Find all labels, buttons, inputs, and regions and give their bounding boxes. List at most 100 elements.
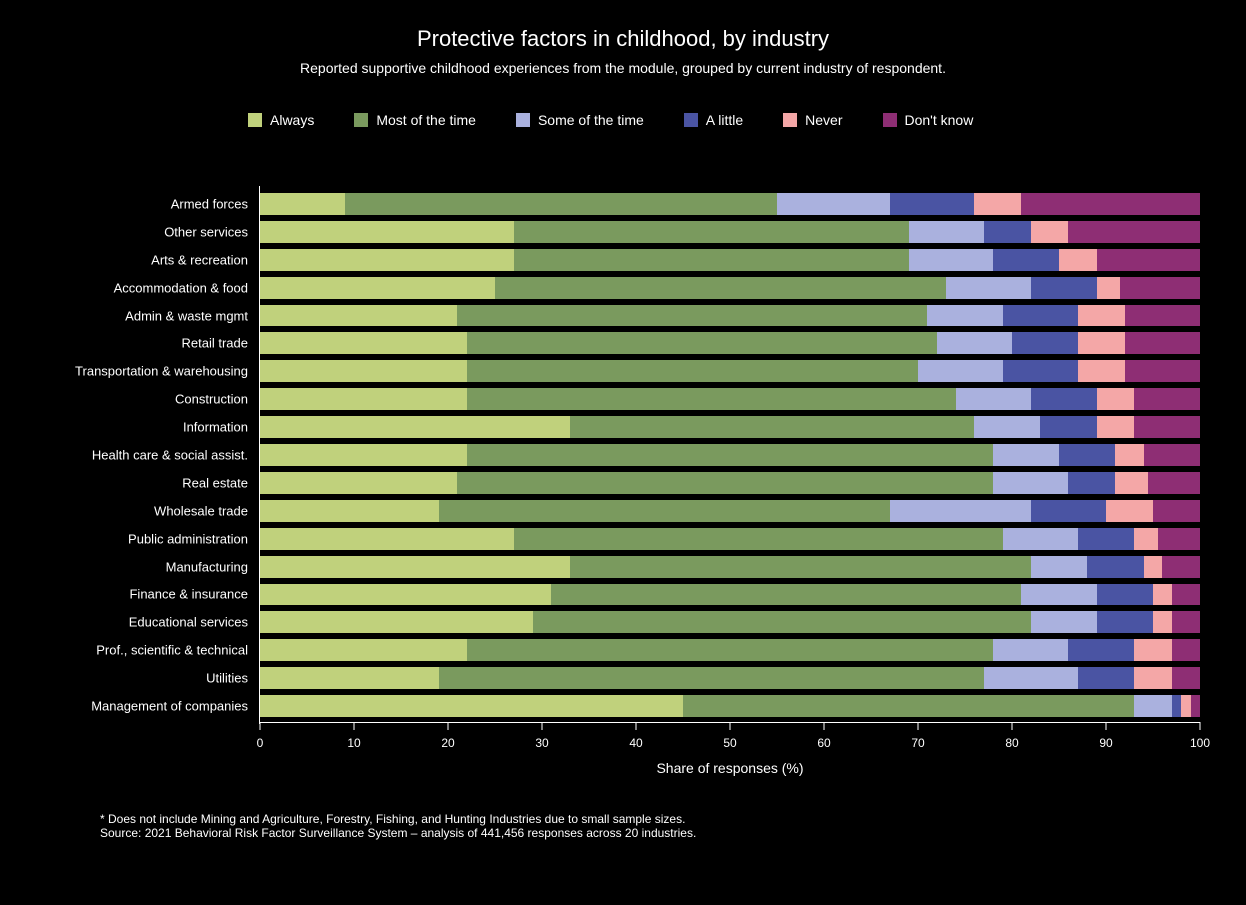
bar-segment: [260, 584, 551, 606]
x-tick-mark: [542, 722, 543, 730]
legend-label: A little: [706, 112, 743, 128]
y-tick-label: Finance & insurance: [129, 587, 260, 602]
bar-segment: [1068, 472, 1115, 494]
bar-segment: [260, 388, 467, 410]
bar-segment: [260, 639, 467, 661]
bar-segment: [260, 556, 570, 578]
bar-segment: [1172, 667, 1200, 689]
chart-container: Protective factors in childhood, by indu…: [0, 0, 1246, 905]
x-tick-mark: [636, 722, 637, 730]
legend-label: Don't know: [905, 112, 974, 128]
bar-segment: [890, 500, 1031, 522]
legend-item: Never: [783, 112, 842, 128]
bar-segment: [260, 221, 514, 243]
bar-segment: [467, 639, 993, 661]
bar-row: Public administration: [260, 528, 1200, 550]
bar-segment: [1097, 388, 1135, 410]
chart-footnote: * Does not include Mining and Agricultur…: [100, 812, 696, 840]
x-tick-label: 90: [1099, 736, 1112, 750]
bar-segment: [1134, 667, 1172, 689]
bar-segment: [1021, 193, 1200, 215]
bar-segment: [1153, 584, 1172, 606]
y-tick-label: Information: [183, 420, 260, 435]
bar-segment: [993, 444, 1059, 466]
y-tick-label: Public administration: [128, 531, 260, 546]
bar-row: Arts & recreation: [260, 249, 1200, 271]
bar-segment: [260, 500, 439, 522]
legend-label: Some of the time: [538, 112, 644, 128]
bar-segment: [1003, 305, 1078, 327]
bar-segment: [1153, 611, 1172, 633]
bar-segment: [1087, 556, 1143, 578]
bar-segment: [1031, 388, 1097, 410]
bar-segment: [777, 193, 890, 215]
y-tick-label: Retail trade: [182, 336, 260, 351]
bar-segment: [260, 249, 514, 271]
bar-segment: [1003, 528, 1078, 550]
bar-segment: [260, 332, 467, 354]
bar-segment: [1097, 277, 1121, 299]
bar-segment: [993, 472, 1068, 494]
x-tick-label: 60: [817, 736, 830, 750]
x-tick-label: 10: [347, 736, 360, 750]
bar-segment: [260, 305, 457, 327]
bar-segment: [1181, 695, 1190, 717]
bar-row: Educational services: [260, 611, 1200, 633]
bar-segment: [1144, 556, 1163, 578]
bar-segment: [467, 388, 956, 410]
bar-segment: [1162, 556, 1200, 578]
x-tick-mark: [824, 722, 825, 730]
bar-segment: [260, 277, 495, 299]
y-tick-label: Admin & waste mgmt: [125, 308, 260, 323]
x-tick-label: 100: [1190, 736, 1210, 750]
bar-row: Utilities: [260, 667, 1200, 689]
x-tick-label: 70: [911, 736, 924, 750]
x-tick-label: 20: [441, 736, 454, 750]
bar-segment: [495, 277, 946, 299]
x-tick-mark: [260, 722, 261, 730]
bar-segment: [514, 221, 909, 243]
x-tick-label: 40: [629, 736, 642, 750]
bar-segment: [1097, 416, 1135, 438]
bar-segment: [1120, 277, 1200, 299]
bar-segment: [1021, 584, 1096, 606]
bar-segment: [1125, 332, 1200, 354]
y-tick-label: Management of companies: [91, 699, 260, 714]
y-tick-label: Manufacturing: [166, 559, 260, 574]
bar-segment: [1125, 305, 1200, 327]
legend-swatch: [783, 113, 797, 127]
bar-row: Manufacturing: [260, 556, 1200, 578]
bar-segment: [1191, 695, 1200, 717]
bar-segment: [1115, 472, 1148, 494]
bar-segment: [984, 221, 1031, 243]
y-tick-label: Prof., scientific & technical: [96, 643, 260, 658]
bar-segment: [1172, 639, 1200, 661]
plot-area: Armed forcesOther servicesArts & recreat…: [260, 190, 1200, 720]
legend-item: A little: [684, 112, 743, 128]
x-tick-label: 50: [723, 736, 736, 750]
bar-segment: [1134, 388, 1200, 410]
chart-title: Protective factors in childhood, by indu…: [0, 26, 1246, 52]
bar-segment: [683, 695, 1134, 717]
bar-segment: [1031, 556, 1087, 578]
x-tick-mark: [1012, 722, 1013, 730]
bar-segment: [260, 416, 570, 438]
bar-segment: [993, 249, 1059, 271]
x-tick-mark: [354, 722, 355, 730]
bar-segment: [260, 611, 533, 633]
bar-segment: [260, 528, 514, 550]
bar-segment: [260, 193, 345, 215]
y-tick-label: Health care & social assist.: [92, 447, 260, 462]
bar-segment: [1097, 611, 1153, 633]
bar-segment: [937, 332, 1012, 354]
bar-segment: [260, 667, 439, 689]
legend-item: Most of the time: [354, 112, 476, 128]
bar-segment: [1125, 360, 1200, 382]
legend-item: Some of the time: [516, 112, 644, 128]
bar-segment: [514, 249, 909, 271]
bar-segment: [1068, 639, 1134, 661]
bar-segment: [1134, 695, 1172, 717]
bar-row: Management of companies: [260, 695, 1200, 717]
bar-segment: [260, 444, 467, 466]
bar-segment: [993, 639, 1068, 661]
